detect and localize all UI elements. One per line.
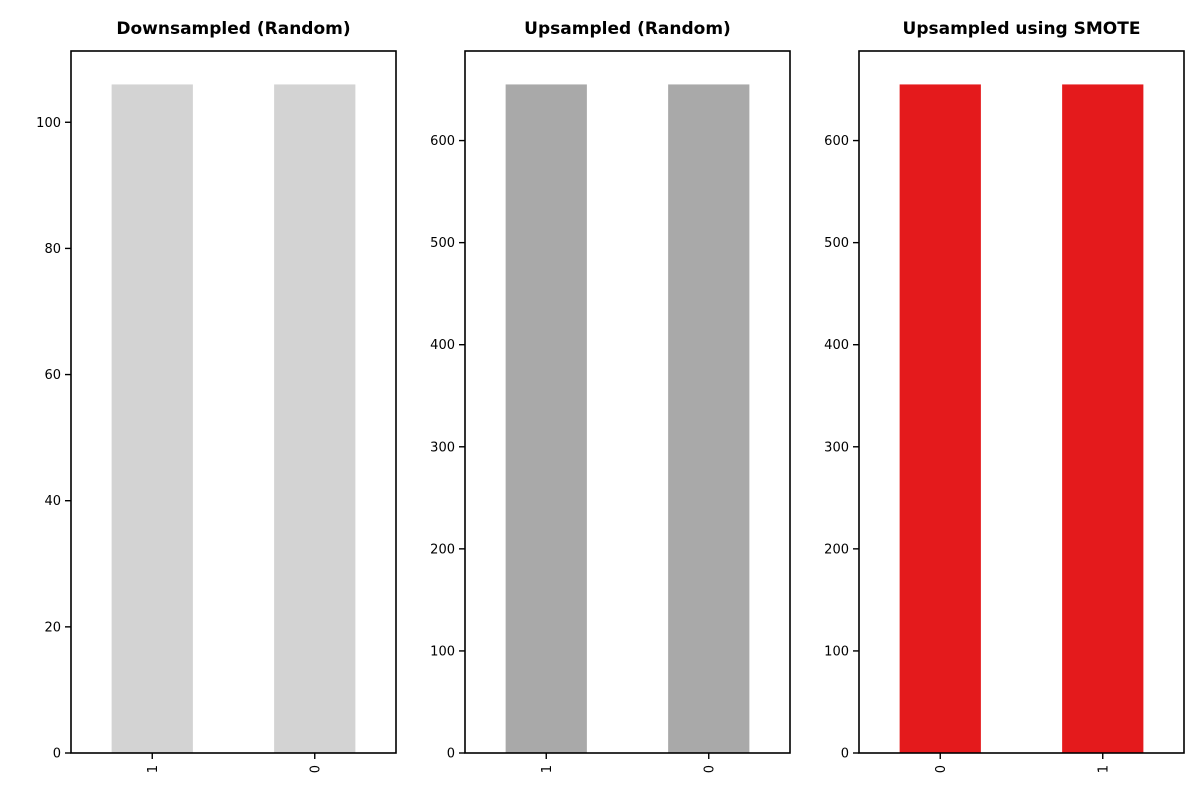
chart-panel-3: 0 100 200 300 400 500 600 0 1 Upsampled using SMO… — [824, 19, 1185, 773]
bar-0 — [668, 84, 750, 754]
chart-panel-2: 0 100 200 300 400 500 600 1 0 Upsampled (Random) — [430, 19, 791, 773]
y-tick-label: 60 — [44, 368, 61, 383]
axes-frame — [858, 50, 1185, 754]
bar-0 — [899, 84, 981, 754]
x-tick-label: 0 — [308, 765, 323, 773]
y-tick-label: 0 — [841, 747, 849, 762]
y-tick-label: 100 — [430, 644, 455, 659]
x-tick-label: 1 — [540, 765, 555, 773]
y-tick-label: 400 — [824, 338, 849, 353]
y-tick-label: 300 — [824, 440, 849, 455]
chart-title: Upsampled (Random) — [524, 19, 731, 39]
axes-frame — [464, 50, 791, 754]
bar-1 — [505, 84, 587, 754]
y-tick-label: 0 — [53, 747, 61, 762]
axes-frame — [70, 50, 397, 754]
x-tick-label: 0 — [934, 765, 949, 773]
bar-1 — [1062, 84, 1144, 754]
y-tick-label: 400 — [430, 338, 455, 353]
y-tick-label: 600 — [824, 134, 849, 149]
y-tick-label: 500 — [824, 236, 849, 251]
y-tick-label: 20 — [44, 620, 61, 635]
y-tick-label: 100 — [36, 116, 61, 131]
x-tick-label: 0 — [702, 765, 717, 773]
y-tick-label: 200 — [430, 542, 455, 557]
bar-0 — [274, 84, 356, 754]
chart-panel-1: 0 20 40 60 80 100 1 0 Downsampled (Random) — [36, 19, 397, 773]
chart-title: Upsampled using SMOTE — [903, 19, 1141, 39]
y-tick-label: 600 — [430, 134, 455, 149]
y-tick-label: 40 — [44, 494, 61, 509]
y-tick-label: 80 — [44, 242, 61, 257]
y-tick-label: 200 — [824, 542, 849, 557]
chart-title: Downsampled (Random) — [116, 19, 350, 39]
y-tick-label: 0 — [447, 747, 455, 762]
y-tick-label: 100 — [824, 644, 849, 659]
x-tick-label: 1 — [146, 765, 161, 773]
bar-1 — [111, 84, 193, 754]
y-tick-label: 300 — [430, 440, 455, 455]
y-tick-label: 500 — [430, 236, 455, 251]
x-tick-label: 1 — [1096, 765, 1111, 773]
